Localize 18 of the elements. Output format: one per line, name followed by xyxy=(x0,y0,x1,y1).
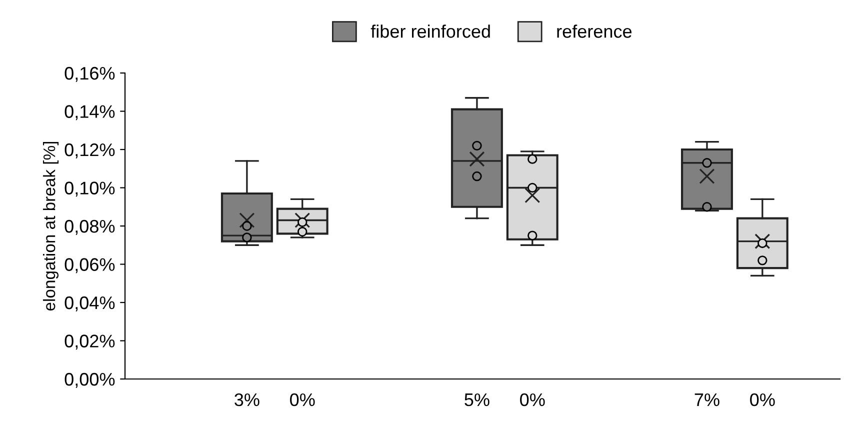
y-tick-label: 0,08% xyxy=(64,220,115,235)
y-tick-label: 0,06% xyxy=(64,258,115,274)
x-tick-label: 7% xyxy=(694,393,720,406)
y-tick-label: 0,04% xyxy=(64,296,115,312)
y-tick-label: 0,16% xyxy=(64,66,115,82)
x-tick-label: 0% xyxy=(290,393,315,406)
x-tick-label: 3% xyxy=(234,393,260,406)
legend-label: fiber reinforced xyxy=(370,24,490,38)
y-tick-label: 0,14% xyxy=(64,105,115,120)
x-tick-label: 5% xyxy=(464,393,490,406)
y-tick-label: 0,00% xyxy=(64,372,115,388)
legend-label: reference xyxy=(557,24,632,38)
y-tick-label: 0,02% xyxy=(64,334,115,350)
y-tick-label: 0,10% xyxy=(64,182,115,197)
x-tick-label: 0% xyxy=(750,393,775,406)
y-tick-label: 0,12% xyxy=(64,143,115,158)
y-axis-title: elongation at break [%] xyxy=(42,142,59,311)
x-tick-label: 0% xyxy=(520,393,545,406)
